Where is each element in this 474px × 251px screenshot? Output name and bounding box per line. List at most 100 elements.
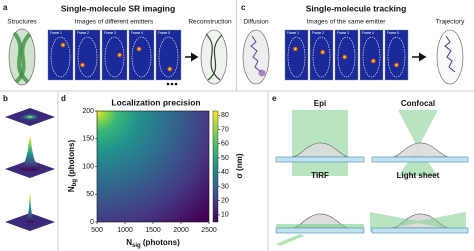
emitter (59, 41, 67, 49)
y-tick-label: 200 (82, 108, 94, 115)
emitter (370, 57, 377, 65)
frame (155, 29, 182, 81)
psf-surfaces (5, 108, 55, 231)
emitter (341, 53, 348, 61)
frame-outline (362, 36, 381, 78)
y-axis-label-sub: bg (72, 179, 78, 187)
frame (359, 29, 384, 81)
frame-outline (50, 36, 71, 78)
colorbar-tick-label: 40 (221, 169, 229, 176)
mode-label: TIRF (311, 171, 329, 180)
chart-title: Localization precision (111, 97, 200, 107)
trajectory-icon (436, 29, 464, 85)
ellipsis (166, 82, 178, 86)
frame-label: Frame 3 (337, 31, 349, 35)
panel-label: b (3, 94, 8, 103)
colorbar-tick-label: 80 (221, 112, 229, 119)
frame (47, 29, 74, 81)
colorbar-tick-label: 30 (221, 183, 229, 190)
colorbar-tick-label: 20 (221, 197, 229, 204)
caption: Trajectory (436, 19, 465, 26)
panel-label: c (241, 3, 246, 12)
mode-label: Epi (314, 99, 326, 108)
frame-outline (312, 36, 331, 78)
emitter (319, 49, 326, 56)
emitter (166, 65, 173, 73)
frame-label: Frame 2 (312, 31, 324, 35)
panel-title: Single-molecule SR imaging (61, 3, 175, 13)
y-tick-label: 100 (82, 163, 94, 170)
reconstruction-icon (200, 29, 228, 85)
emitter (292, 45, 299, 53)
mode-label: Light sheet (397, 171, 440, 180)
emitter (116, 51, 123, 59)
frames: Frame 1 Frame 2 Frame 3 Frame 4 Frame 5 (284, 29, 409, 81)
frame-outline (337, 36, 356, 78)
y-tick-label: 0 (90, 219, 94, 226)
frame (384, 29, 409, 81)
diffusion-icon (242, 29, 270, 85)
y-tick-label: 50 (86, 191, 94, 198)
frames: Frame 1 Frame 2 Frame 3 Frame 4 Frame 5 (47, 29, 182, 81)
x-axis-label: Nsig (photons) (126, 238, 180, 248)
frame-outline (131, 36, 152, 78)
frame-label: Frame 5 (387, 31, 399, 35)
epi-scene (275, 110, 365, 176)
emitter (135, 45, 143, 53)
x-tick-label: 2000 (173, 227, 189, 234)
frame-label: Frame 1 (50, 31, 62, 35)
frame-label: Frame 1 (287, 31, 299, 35)
y-axis-label-main: N (67, 186, 76, 192)
y-axis-label-unit: (photons) (67, 140, 76, 179)
tirf-scene (275, 213, 365, 246)
frame (284, 29, 309, 81)
light-sheet-scene (370, 212, 469, 234)
panel-label: d (61, 94, 66, 103)
panel-label: e (272, 94, 277, 103)
colorbar-tick-label: 10 (221, 212, 229, 219)
colorbar (212, 110, 219, 223)
colorbar-tick-label: 60 (221, 141, 229, 148)
frame-label: Frame 4 (131, 31, 143, 35)
frame-label: Frame 5 (158, 31, 170, 35)
caption: Structures (7, 19, 37, 26)
frame (74, 29, 101, 81)
colorbar-label: σ (nm) (235, 153, 244, 178)
frame-outline (287, 36, 306, 78)
caption: Reconstruction (188, 19, 232, 26)
x-tick-label: 1000 (117, 227, 133, 234)
panel-title: Single-molecule tracking (306, 3, 407, 13)
frame-outline (104, 36, 125, 78)
frame-label: Frame 3 (104, 31, 116, 35)
caption: Images of the same emitter (307, 19, 387, 26)
ticks: 500 1000 1500 2000 2500 0 50 100 150 200 10 20 30 40 5… (82, 108, 229, 234)
x-tick-label: 500 (91, 227, 103, 234)
panel-label: a (3, 3, 8, 12)
x-axis-label-main: N (126, 238, 132, 247)
mode-label: Confocal (401, 99, 435, 108)
structure-icon (8, 28, 36, 86)
frame (101, 29, 128, 81)
y-axis-label: Nbg (photons) (67, 140, 77, 193)
frame-outline (387, 36, 406, 78)
x-axis-label-sub: sig (132, 243, 141, 249)
caption: Images of different emitters (75, 19, 154, 26)
emitter (79, 61, 86, 69)
frame-label: Frame 4 (362, 31, 374, 35)
frame (128, 29, 155, 81)
caption: Diffusion (243, 19, 269, 26)
frame-outline (158, 36, 179, 78)
confocal-scene (371, 110, 469, 176)
x-tick-label: 2500 (201, 227, 217, 234)
y-tick-label: 150 (82, 136, 94, 143)
x-tick-label: 1500 (145, 227, 161, 234)
x-axis-label-unit: (photons) (141, 238, 180, 247)
colorbar-tick-label: 70 (221, 126, 229, 133)
frame-outline (77, 36, 98, 78)
colorbar-tick-label: 50 (221, 155, 229, 162)
emitter (393, 61, 400, 69)
heatmap (97, 111, 209, 222)
frame-label: Frame 2 (77, 31, 89, 35)
